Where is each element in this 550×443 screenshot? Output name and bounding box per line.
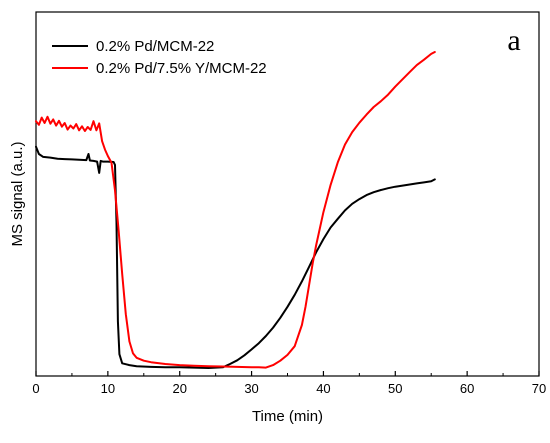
legend-label-0: 0.2% Pd/MCM-22 — [96, 38, 214, 55]
series-line-1 — [35, 51, 436, 369]
axis-ticks: 0 10 20 30 40 50 60 70 — [32, 371, 546, 396]
x-tick-label: 10 — [101, 381, 115, 396]
x-tick-label: 70 — [532, 381, 546, 396]
x-axis-title: Time (min) — [252, 408, 323, 425]
legend-label-1: 0.2% Pd/7.5% Y/MCM-22 — [96, 60, 267, 77]
x-tick-label: 20 — [172, 381, 186, 396]
x-tick-label: 50 — [388, 381, 402, 396]
y-axis-title: MS signal (a.u.) — [9, 141, 26, 246]
x-tick-label: 60 — [460, 381, 474, 396]
legend: 0.2% Pd/MCM-22 0.2% Pd/7.5% Y/MCM-22 — [52, 38, 267, 77]
plot-area: 0 10 20 30 40 50 60 70 a — [32, 11, 546, 396]
x-tick-label: 0 — [32, 381, 39, 396]
series-lines — [35, 51, 436, 369]
x-tick-label: 30 — [244, 381, 258, 396]
series-line-0 — [35, 145, 436, 369]
panel-label: a — [507, 24, 520, 57]
x-tick-label: 40 — [316, 381, 330, 396]
